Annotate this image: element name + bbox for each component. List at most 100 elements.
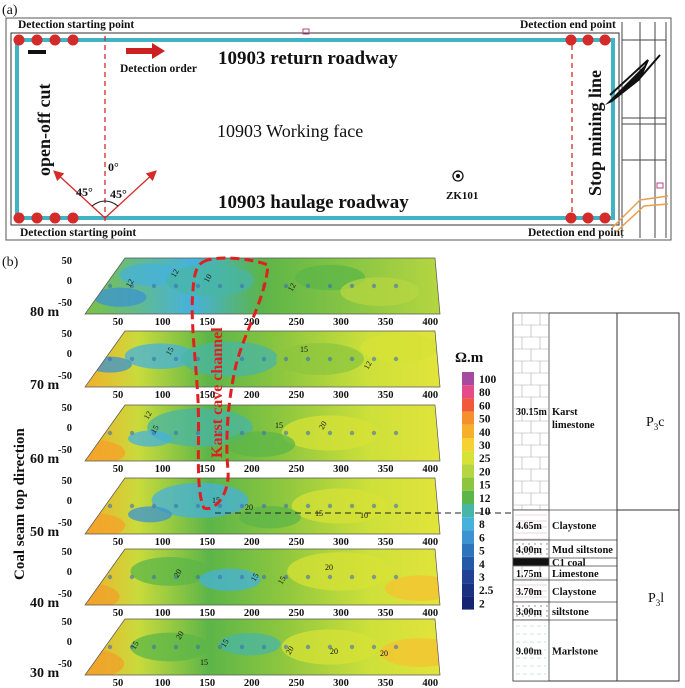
- electrode-dot: [151, 356, 157, 362]
- x-tick-label: 200: [244, 464, 260, 475]
- side-tick-label: -50: [58, 518, 72, 529]
- contour-blob: [128, 506, 172, 523]
- marker-dot: [13, 34, 25, 46]
- legend-swatch: [462, 556, 474, 570]
- side-tick-label: 50: [62, 476, 73, 487]
- x-tick-label: 300: [333, 390, 349, 401]
- end-bottom-label: Detection end point: [528, 227, 624, 239]
- legend-label: 50: [479, 414, 491, 426]
- side-tick-label: 0: [67, 349, 72, 360]
- legend-label: 20: [479, 466, 491, 478]
- electrode-dot: [393, 574, 399, 580]
- electrode-dot: [261, 503, 267, 509]
- stratum-thickness: 4.00m: [516, 545, 543, 556]
- karst-channel-outline: [190, 256, 270, 511]
- legend-label: 30: [479, 440, 491, 452]
- depth-label: 70 m: [30, 378, 60, 393]
- contour-blob: [85, 647, 124, 675]
- panel-a-frame: [5, 17, 672, 241]
- contour-blob: [199, 568, 261, 591]
- electrode-dot: [195, 283, 201, 289]
- x-tick-label: 300: [333, 464, 349, 475]
- formation-upper-label: P3c: [646, 415, 665, 432]
- legend-swatch: [462, 596, 474, 610]
- contour-label: 10: [360, 511, 368, 520]
- legend-label: 12: [479, 493, 491, 505]
- formation-lower-label: P3l: [648, 591, 664, 608]
- contour-blob: [224, 431, 296, 458]
- x-tick-label: 100: [155, 317, 171, 328]
- small-box-icon-right: [656, 182, 664, 189]
- contour-blob: [128, 430, 172, 447]
- contour-blob: [219, 633, 281, 656]
- electrode-dot: [217, 356, 223, 362]
- x-tick-label: 50: [113, 464, 124, 475]
- electrode-dot: [107, 644, 113, 650]
- marker-dot: [13, 212, 25, 224]
- contour-label: 20: [172, 568, 184, 579]
- karst-channel-label: Karst cave channel: [209, 327, 226, 458]
- electrode-dot: [217, 644, 223, 650]
- electrode-dot: [393, 356, 399, 362]
- stratum-name: C1 coal: [552, 558, 586, 569]
- electrode-dot: [283, 430, 289, 436]
- electrode-dot: [393, 430, 399, 436]
- direction-arrow-icon: [605, 62, 648, 105]
- depth-label: 40 m: [30, 596, 60, 611]
- legend-label: 8: [479, 519, 485, 531]
- electrode-dot: [349, 644, 355, 650]
- side-tick-label: 50: [62, 547, 73, 558]
- stratum-name: Claystone: [552, 587, 597, 598]
- x-tick-label: 350: [378, 608, 394, 619]
- electrode-dot: [195, 430, 201, 436]
- electrode-dot: [261, 356, 267, 362]
- electrode-dot: [283, 644, 289, 650]
- electrode-dot: [261, 644, 267, 650]
- depth-label: 30 m: [30, 666, 60, 681]
- legend-label: 5: [479, 546, 485, 558]
- x-tick-label: 400: [422, 464, 438, 475]
- marker-dot: [67, 212, 79, 224]
- x-tick-label: 400: [422, 317, 438, 328]
- side-tick-label: -50: [58, 371, 72, 382]
- stratum-name: Marlstone: [552, 647, 598, 658]
- x-tick-label: 150: [199, 390, 215, 401]
- stratigraphic-column: 30.15m Karst limestone 4.65m Claystone 4.00m M…: [512, 312, 680, 682]
- x-tick-label: 200: [244, 678, 260, 688]
- electrode-dot: [283, 574, 289, 580]
- electrode-dot: [107, 574, 113, 580]
- electrode-dot: [217, 574, 223, 580]
- x-tick-label: 200: [244, 608, 260, 619]
- stratum-name: Karst: [552, 407, 578, 418]
- stratum-thickness: 3.00m: [516, 607, 543, 618]
- legend-swatch: [462, 464, 474, 478]
- marker-dot: [599, 34, 611, 46]
- x-tick-label: 100: [155, 537, 171, 548]
- angle-arrows: [53, 170, 157, 219]
- x-tick-label: 200: [244, 390, 260, 401]
- borehole-center: [456, 174, 460, 178]
- x-tick-label: 250: [289, 317, 305, 328]
- legend-swatch: [462, 438, 474, 452]
- side-tick-label: 50: [62, 256, 73, 267]
- stratum-thickness: 1.75m: [516, 569, 543, 580]
- slice-border: [84, 330, 441, 388]
- legend-swatch: [462, 477, 474, 491]
- electrode-dot: [173, 503, 179, 509]
- side-tick-label: 50: [62, 617, 73, 628]
- x-tick-label: 150: [199, 464, 215, 475]
- device-icon: [28, 50, 46, 54]
- x-tick-label: 350: [378, 537, 394, 548]
- electrode-dot: [195, 356, 201, 362]
- stratum: 3.00m siltstone: [512, 601, 617, 621]
- stratum-thickness: 30.15m: [516, 407, 548, 418]
- contour-blob: [276, 343, 364, 375]
- start-bottom-label: Detection starting point: [20, 227, 136, 239]
- electrode-dot: [349, 283, 355, 289]
- electrode-dot: [195, 644, 201, 650]
- electrode-dot: [327, 430, 333, 436]
- contour-label: 20: [284, 645, 296, 656]
- electrode-dot: [371, 644, 377, 650]
- electrode-dot: [195, 503, 201, 509]
